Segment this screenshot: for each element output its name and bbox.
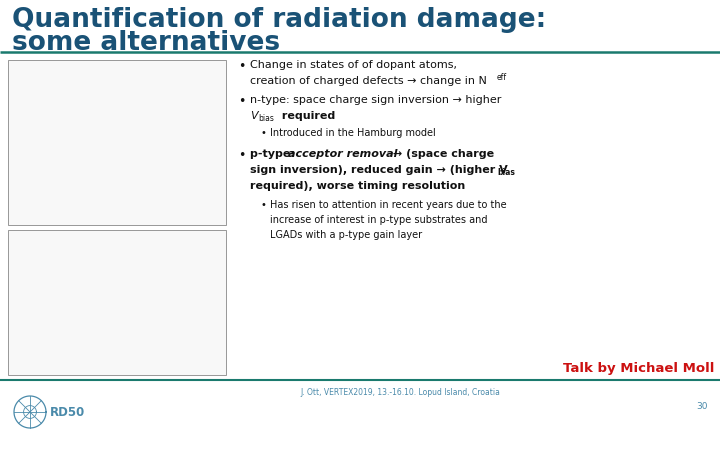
Text: •: •	[238, 95, 246, 108]
Text: eff: eff	[497, 73, 507, 82]
Text: 30: 30	[696, 402, 708, 411]
Text: •: •	[238, 149, 246, 162]
FancyBboxPatch shape	[8, 230, 226, 375]
Text: acceptor removal: acceptor removal	[288, 149, 397, 159]
Text: •: •	[260, 128, 266, 138]
Text: → (space charge: → (space charge	[389, 149, 494, 159]
Text: bias: bias	[258, 114, 274, 123]
Text: V: V	[250, 111, 258, 121]
Text: J. Ott, VERTEX2019, 13.-16.10. Lopud Island, Croatia: J. Ott, VERTEX2019, 13.-16.10. Lopud Isl…	[300, 388, 500, 397]
Text: some alternatives: some alternatives	[12, 30, 280, 56]
Text: creation of charged defects → change in N: creation of charged defects → change in …	[250, 76, 487, 86]
Text: LGADs with a p-type gain layer: LGADs with a p-type gain layer	[270, 230, 422, 240]
Text: required), worse timing resolution: required), worse timing resolution	[250, 181, 465, 191]
Text: Change in states of of dopant atoms,: Change in states of of dopant atoms,	[250, 60, 457, 70]
Text: Quantification of radiation damage:: Quantification of radiation damage:	[12, 7, 546, 33]
Text: increase of interest in p-type substrates and: increase of interest in p-type substrate…	[270, 215, 487, 225]
Text: required: required	[278, 111, 336, 121]
Text: Has risen to attention in recent years due to the: Has risen to attention in recent years d…	[270, 200, 507, 210]
Text: p-type:: p-type:	[250, 149, 299, 159]
Text: sign inversion), reduced gain → (higher V: sign inversion), reduced gain → (higher …	[250, 165, 508, 175]
Text: Talk by Michael Moll: Talk by Michael Moll	[562, 362, 714, 375]
Text: n-type: space charge sign inversion → higher: n-type: space charge sign inversion → hi…	[250, 95, 501, 105]
FancyBboxPatch shape	[8, 60, 226, 225]
Text: •: •	[238, 60, 246, 73]
Text: Introduced in the Hamburg model: Introduced in the Hamburg model	[270, 128, 436, 138]
Text: RD50: RD50	[50, 405, 85, 418]
Text: bias: bias	[497, 168, 515, 177]
Text: •: •	[260, 200, 266, 210]
